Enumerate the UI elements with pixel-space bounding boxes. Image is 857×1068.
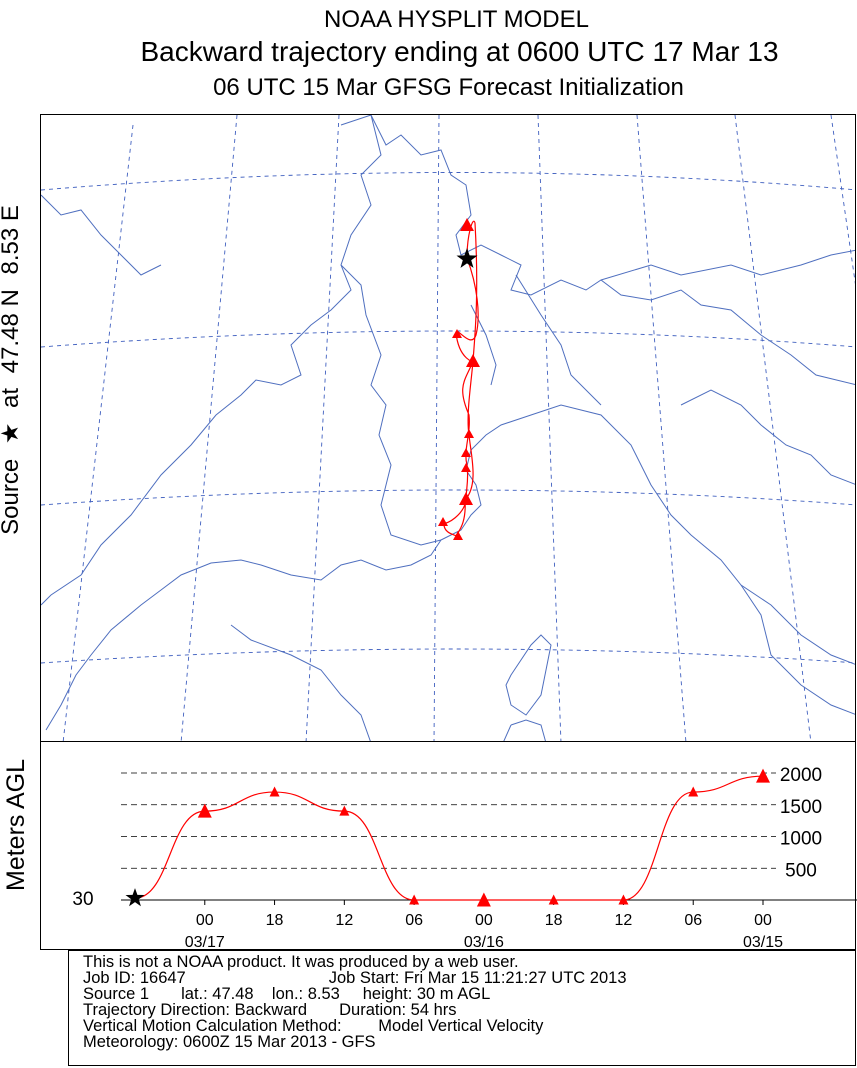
x-tick-label: 00 bbox=[196, 912, 214, 929]
map-coastlines-borders bbox=[41, 115, 855, 741]
x-tick-label: 12 bbox=[615, 912, 633, 929]
height-profile-chart: 500 1000 1500 2000 00 18 12 06 00 18 12 06 00 03/17 03… bbox=[40, 742, 857, 951]
longitude-line bbox=[636, 115, 687, 741]
longitude-line bbox=[830, 115, 855, 285]
height-marker-small bbox=[339, 805, 350, 816]
y-tick-label: 500 bbox=[785, 860, 817, 881]
source-star-icon bbox=[125, 888, 145, 907]
border-line bbox=[41, 115, 382, 606]
vertical-motion-row: Vertical Motion Calculation Method: Mode… bbox=[83, 1017, 544, 1035]
x-tick-label: 12 bbox=[335, 912, 353, 929]
longitude-line bbox=[433, 115, 440, 741]
height-marker-small bbox=[618, 894, 629, 905]
x-date-label: 03/15 bbox=[743, 934, 783, 950]
map-graticule bbox=[41, 115, 855, 741]
latitude-line bbox=[41, 172, 855, 191]
latitude-line bbox=[41, 489, 855, 506]
border-line bbox=[340, 115, 855, 386]
trajectory-marker-small bbox=[453, 531, 463, 540]
x-tick-label: 18 bbox=[266, 912, 284, 929]
border-line bbox=[230, 624, 371, 741]
latitude-line bbox=[41, 648, 855, 664]
longitude-value: 8.53 E bbox=[0, 205, 24, 275]
x-tick-label: 06 bbox=[684, 912, 702, 929]
disclaimer-text: This is not a NOAA product. It was produ… bbox=[83, 953, 519, 971]
job-start: Job Start: Fri Mar 15 11:21:27 UTC 2013 bbox=[328, 969, 627, 987]
height-marker-large bbox=[756, 768, 770, 783]
trajectory-marker-small bbox=[461, 463, 471, 472]
trajectory-marker-large bbox=[460, 218, 474, 231]
x-date-label: 03/16 bbox=[464, 934, 504, 950]
source-row: Source 1 lat.: 47.48 lon.: 8.53 height: … bbox=[83, 985, 491, 1003]
height-marker-large bbox=[476, 892, 491, 907]
title-line-3: 06 UTC 15 Mar GFSG Forecast Initializati… bbox=[213, 74, 684, 101]
border-line bbox=[45, 539, 442, 731]
border-line bbox=[740, 584, 855, 715]
x-tick-label: 00 bbox=[754, 912, 772, 929]
border-line bbox=[470, 274, 602, 406]
trajectory-marker-small bbox=[461, 448, 471, 457]
border-line bbox=[41, 194, 162, 276]
y-axis-label: Meters AGL bbox=[2, 759, 30, 891]
direction-row: Trajectory Direction: Backward Duration:… bbox=[83, 1001, 457, 1019]
border-line bbox=[340, 264, 442, 546]
map-svg bbox=[41, 115, 855, 741]
longitude-line bbox=[180, 115, 238, 741]
height-marker-small bbox=[688, 786, 699, 797]
y-tick-label: 1000 bbox=[780, 829, 822, 850]
source-star-icon bbox=[456, 248, 478, 268]
island-corsica bbox=[505, 634, 552, 716]
longitude-line bbox=[537, 115, 562, 741]
source-word: Source bbox=[0, 458, 24, 535]
latitude-value: 47.48 N bbox=[0, 289, 24, 374]
longitude-line bbox=[734, 115, 812, 741]
x-date-label: 03/17 bbox=[185, 934, 225, 950]
x-tick-label: 18 bbox=[545, 912, 563, 929]
height-marker-small bbox=[548, 894, 559, 905]
trajectory-marker-small bbox=[452, 329, 462, 338]
start-height-label: 30 bbox=[72, 889, 93, 910]
title-line-2: Backward trajectory ending at 0600 UTC 1… bbox=[140, 36, 779, 67]
info-box: This is not a NOAA product. It was produ… bbox=[68, 950, 856, 1066]
profile-svg: 500 1000 1500 2000 00 18 12 06 00 18 12 06 00 03/17 03… bbox=[72, 765, 857, 951]
border-line bbox=[600, 249, 855, 281]
trajectory-map bbox=[40, 114, 856, 742]
x-tick-label: 06 bbox=[405, 912, 423, 929]
trajectory-marker-large bbox=[466, 354, 480, 367]
longitude-line bbox=[62, 124, 134, 741]
trajectory-marker-small bbox=[464, 429, 474, 438]
x-tick-label: 00 bbox=[475, 912, 493, 929]
job-row: Job ID: 16647 Job Start: Fri Mar 15 11:21… bbox=[83, 969, 855, 987]
height-marker-small bbox=[409, 894, 420, 905]
at-word: at bbox=[0, 387, 24, 408]
job-id: Job ID: 16647 bbox=[83, 969, 186, 987]
y-tick-label: 2000 bbox=[780, 765, 822, 786]
height-marker-large bbox=[197, 803, 212, 818]
star-icon: ★ bbox=[0, 423, 24, 445]
border-line bbox=[440, 404, 855, 665]
latitude-line bbox=[41, 330, 855, 348]
height-marker-small bbox=[269, 786, 280, 797]
meteorology-row: Meteorology: 0600Z 15 Mar 2013 - GFS bbox=[83, 1033, 376, 1051]
trajectory-marker-large bbox=[459, 492, 473, 505]
trajectory-marker-small bbox=[438, 517, 448, 526]
map-trajectory bbox=[438, 218, 480, 540]
y-tick-label: 1500 bbox=[780, 797, 822, 818]
island-sardinia bbox=[503, 719, 546, 741]
border-line bbox=[680, 389, 855, 485]
height-series-line bbox=[134, 775, 764, 901]
title-line-1: NOAA HYSPLIT MODEL bbox=[324, 6, 589, 33]
longitude-line bbox=[305, 115, 340, 741]
source-location-label: Source ★ at 47.48 N 8.53 E bbox=[0, 170, 30, 570]
